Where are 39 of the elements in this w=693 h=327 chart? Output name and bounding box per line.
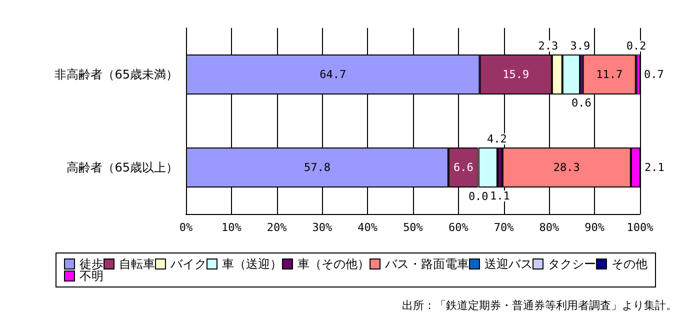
- data-label: 1.1: [490, 190, 510, 202]
- data-label: 6.6: [453, 161, 474, 174]
- legend-label: バイク: [170, 257, 206, 271]
- legend-label: 徒歩: [80, 257, 104, 271]
- y-tick-label: 非高齢者（65歳未満）: [54, 68, 178, 82]
- x-tick-label: 100%: [626, 221, 654, 234]
- data-label: 0.7: [644, 68, 664, 81]
- legend-label: その他: [612, 257, 648, 271]
- data-label: 2.3: [538, 40, 558, 52]
- data-label: 57.8: [304, 161, 330, 174]
- legend-label: タクシー: [548, 257, 596, 271]
- data-label: 28.3: [553, 161, 580, 174]
- data-label: 0.6: [571, 96, 592, 110]
- data-label: 2.1: [644, 161, 664, 174]
- legend-label: 送迎バス: [484, 257, 532, 271]
- x-tick-label: 80%: [539, 221, 560, 234]
- legend-label: 車（その他）: [298, 257, 370, 271]
- data-label: 0.0: [468, 190, 488, 203]
- x-tick-label: 20%: [266, 221, 288, 234]
- data-label: 11.7: [596, 68, 623, 81]
- data-label: 0.2: [626, 40, 646, 52]
- y-tick-label: 高齢者（65歳以上）: [66, 160, 178, 174]
- data-label: 15.9: [502, 68, 530, 81]
- x-tick-label: 60%: [448, 221, 469, 234]
- text: 出所：「鉄道定期券・普通券等利用者調査」より集計。: [402, 299, 677, 312]
- x-tick-label: 90%: [584, 221, 605, 234]
- x-tick-label: 50%: [403, 221, 424, 234]
- legend-label: 車（送迎）: [222, 257, 282, 271]
- x-tick-label: 30%: [312, 221, 333, 234]
- data-label: 3.9: [570, 40, 590, 52]
- x-tick-label: 40%: [358, 221, 378, 234]
- x-tick-label: 0%: [179, 221, 193, 234]
- legend-label: 不明: [80, 269, 104, 283]
- x-tick-label: 10%: [221, 221, 242, 234]
- legend-label: 自転車: [119, 257, 155, 271]
- x-tick-label: 70%: [494, 221, 514, 234]
- data-label: 4.2: [486, 132, 507, 146]
- data-label: 64.7: [320, 68, 346, 81]
- legend-label: バス・路面電車: [384, 257, 469, 271]
